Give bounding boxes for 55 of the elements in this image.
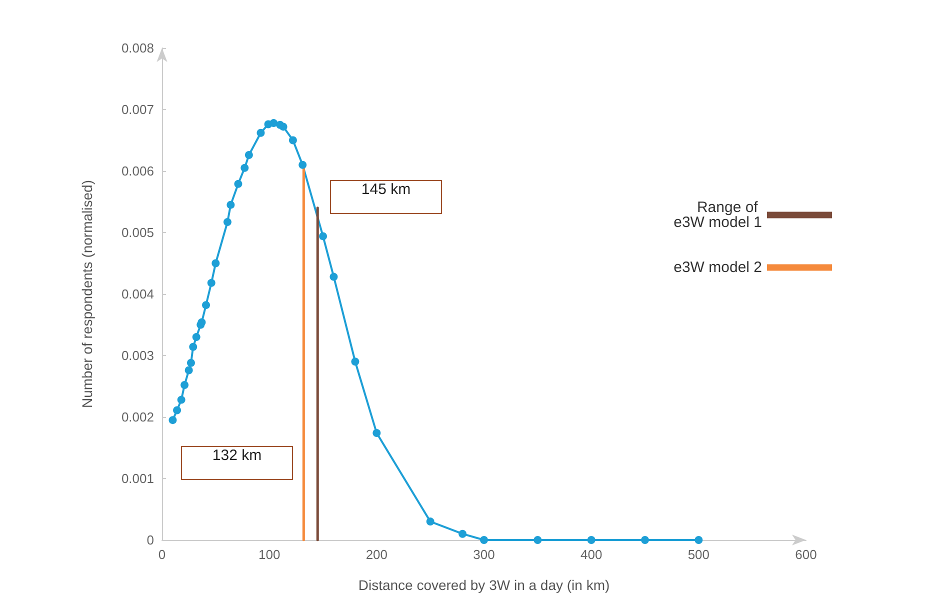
x-tick-label: 300 (473, 547, 495, 562)
point (168, 416, 177, 424)
point (240, 164, 249, 172)
x-axis-title: Distance covered by 3W in a day (in km) (358, 577, 610, 593)
point (587, 536, 596, 544)
point (298, 160, 307, 169)
x-tick-label: 0 (158, 547, 166, 562)
y-tick-label: 0.003 (121, 348, 154, 363)
point (288, 136, 297, 144)
y-tick-label: 0 (146, 532, 154, 548)
point (177, 396, 186, 404)
point (279, 122, 288, 131)
point (180, 381, 189, 390)
text-box: 132 km (181, 446, 293, 480)
x-tick-label: 200 (366, 547, 388, 562)
point (198, 318, 206, 326)
point (184, 366, 193, 374)
x-tick-label: 500 (688, 547, 710, 562)
point (192, 333, 200, 342)
y-tick-label: 0.006 (121, 164, 154, 178)
point (319, 232, 327, 240)
x-tick-label: 400 (580, 547, 602, 562)
y-axis-title: Number of respondents (normalised) (79, 180, 95, 408)
point (458, 530, 467, 538)
point (694, 536, 703, 544)
point (256, 128, 265, 137)
point (534, 536, 542, 544)
y-tick-label: 0.008 (121, 40, 154, 56)
point (173, 406, 182, 414)
x-tick-label: 100 (258, 547, 280, 562)
point (223, 218, 232, 226)
point (234, 180, 242, 188)
point (244, 151, 253, 160)
point (480, 536, 488, 544)
x-tick-label: 600 (795, 547, 817, 562)
point (207, 278, 216, 287)
point (270, 119, 278, 128)
point (426, 518, 434, 526)
y-tick-label: 0.001 (121, 471, 154, 486)
point (189, 342, 198, 351)
y-tick-label: 0.004 (121, 286, 154, 302)
legend-label: Range of e3W model 1 (674, 199, 762, 231)
point (372, 428, 381, 437)
y-tick-label: 0.002 (121, 410, 154, 424)
point (226, 200, 235, 209)
y-tick-label: 0.007 (121, 102, 154, 117)
text-box: 145 km (330, 180, 442, 214)
point (202, 301, 210, 310)
legend-label: e3W model 2 (674, 259, 762, 276)
point (186, 358, 195, 367)
point (330, 272, 338, 281)
point (641, 536, 649, 544)
y-tick-label: 0.005 (121, 225, 154, 240)
point (212, 259, 220, 268)
point (351, 358, 360, 366)
